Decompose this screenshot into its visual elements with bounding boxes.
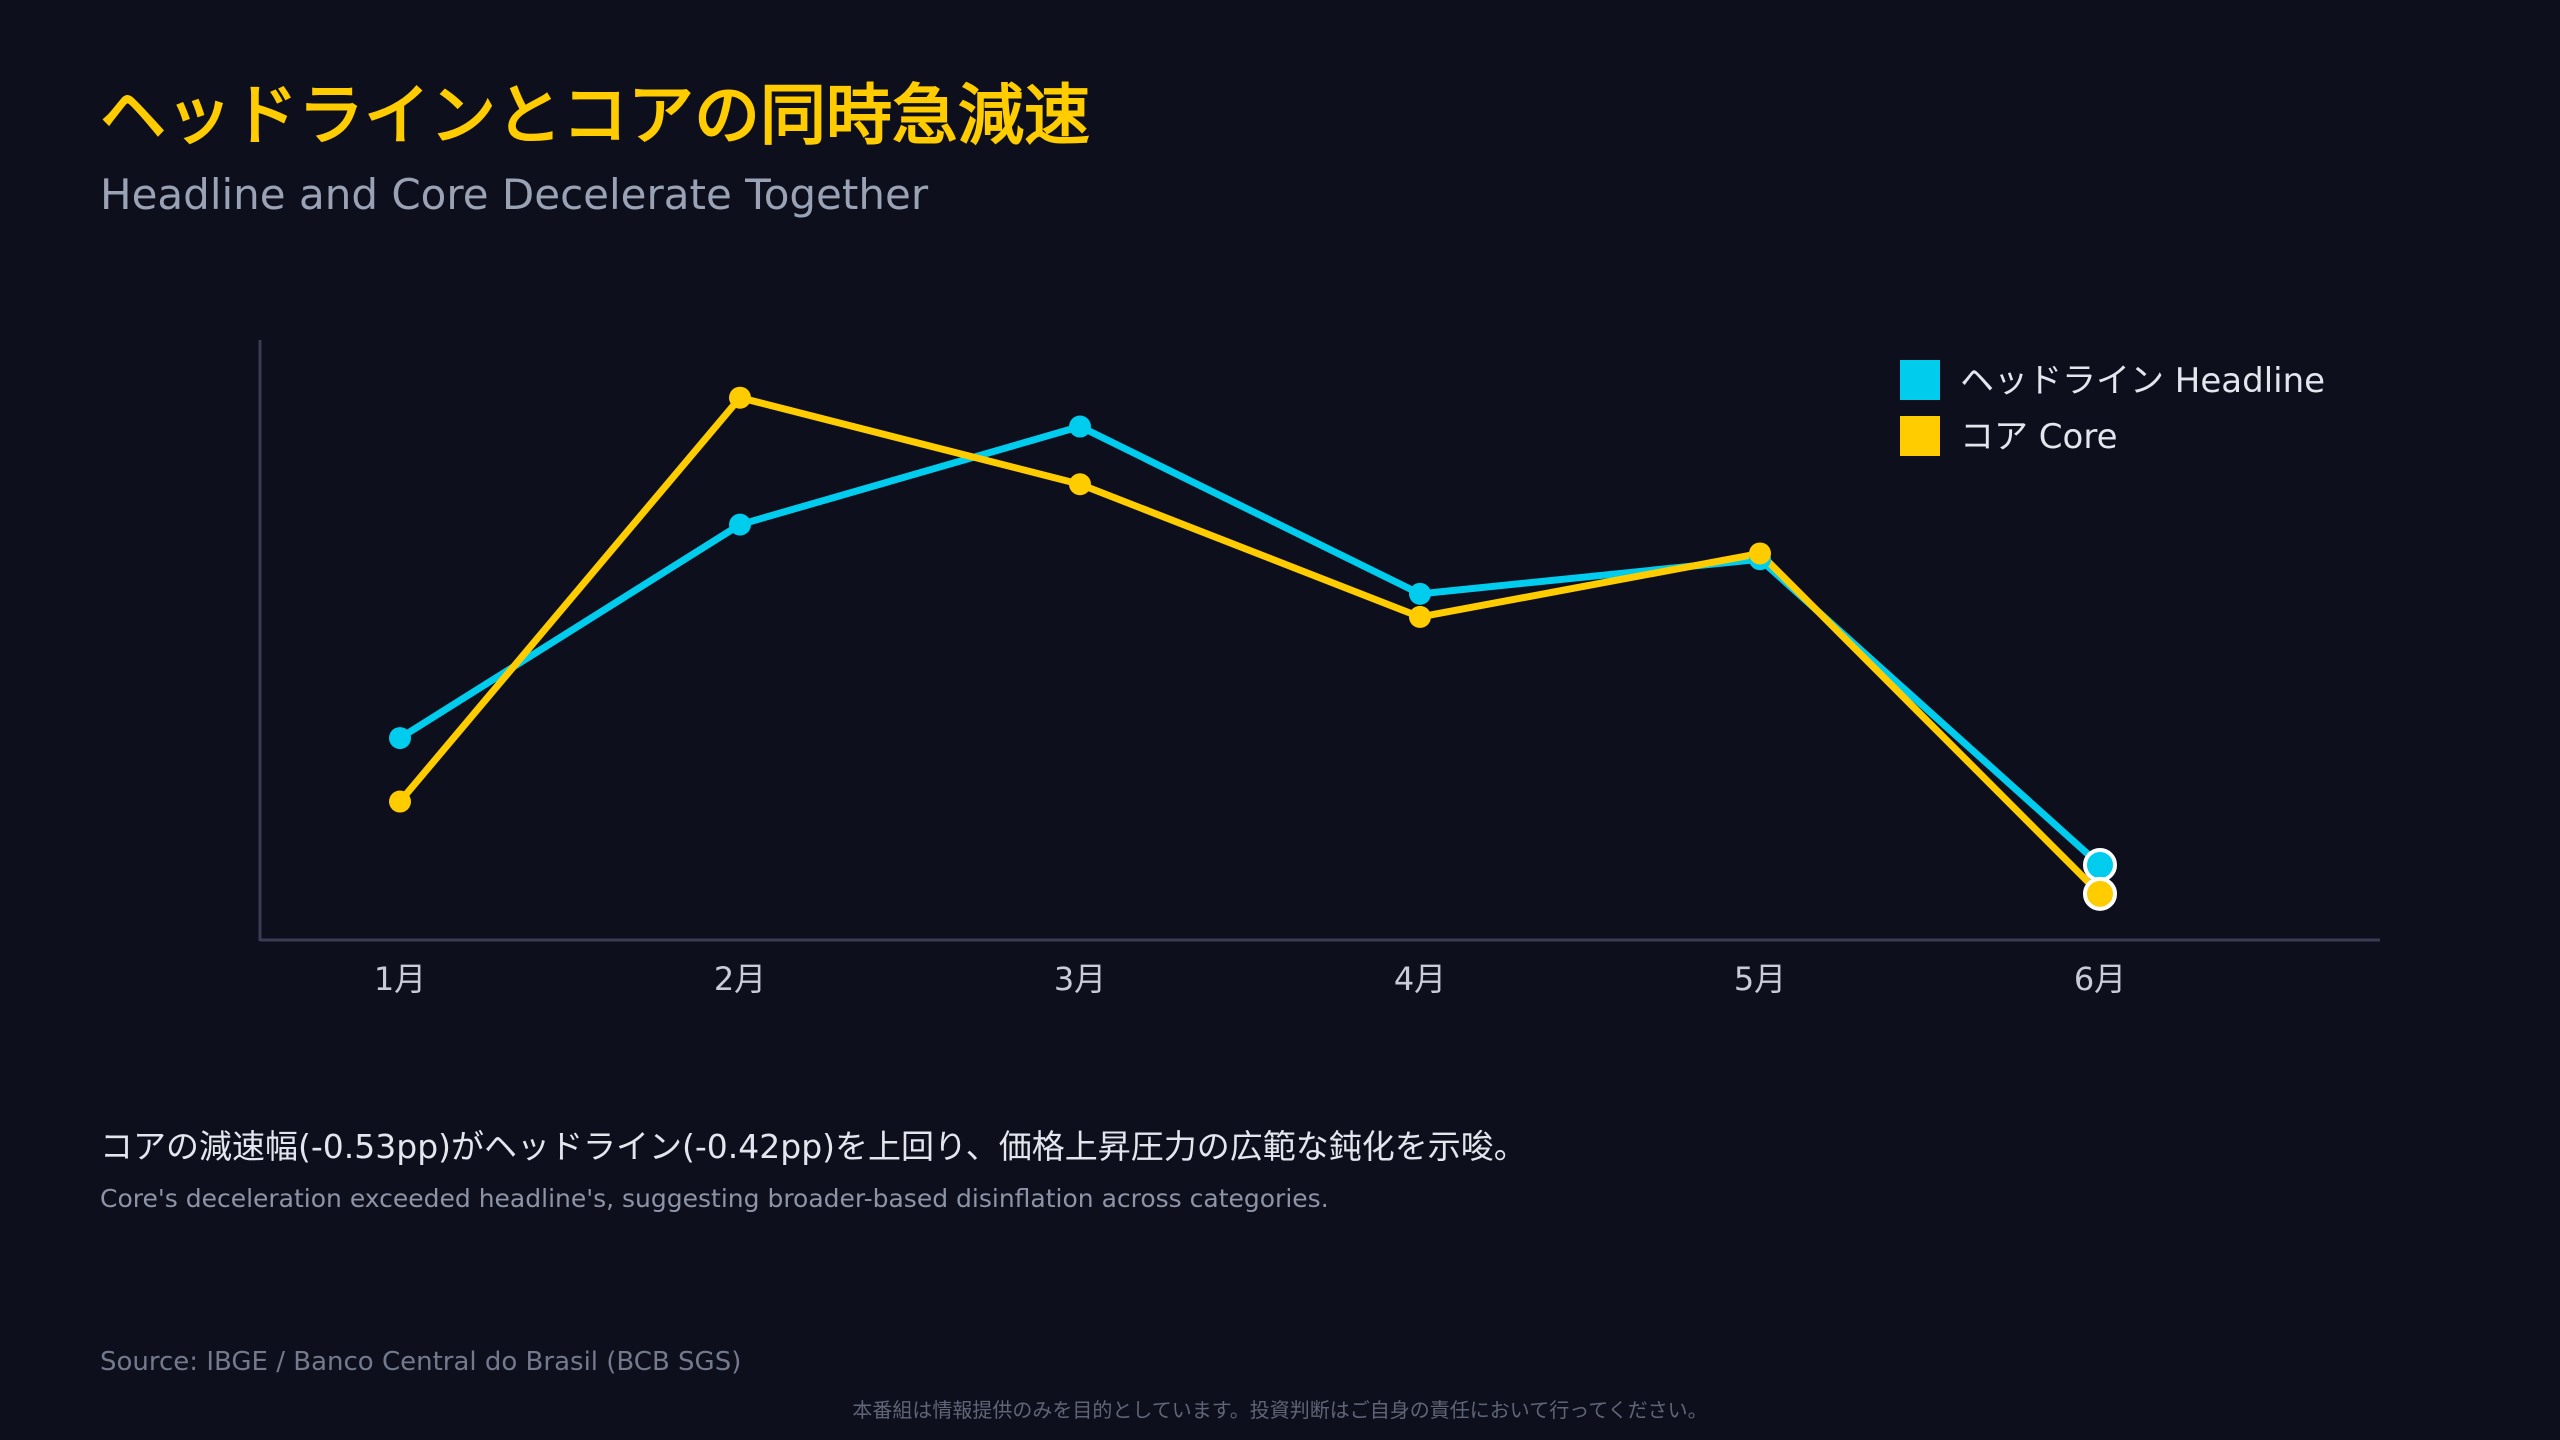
page-subtitle: Headline and Core Decelerate Together (100, 170, 929, 219)
data-point-core (389, 790, 411, 813)
x-tick-label: 3月 (1054, 960, 1106, 998)
chart-series (389, 386, 2117, 911)
x-tick-label: 6月 (2074, 960, 2126, 998)
insight-note-jp: コアの減速幅(-0.53pp)がヘッドライン(-0.42pp)を上回り、価格上昇… (100, 1127, 1527, 1166)
data-point-headline (389, 727, 411, 750)
series-line-core (396, 394, 2104, 898)
source-citation: Source: IBGE / Banco Central do Brasil (… (100, 1347, 742, 1377)
disclaimer: 本番組は情報提供のみを目的としています。投資判断はご自身の責任において行ってくだ… (852, 1398, 1708, 1422)
x-axis-ticks: 1月 2月 3月 4月 5月 6月 (374, 960, 2126, 998)
series-line-headline (396, 423, 2104, 869)
data-point-headline (2083, 848, 2117, 882)
chart-axes (258, 340, 2380, 942)
data-point-core (729, 386, 751, 409)
x-tick-label: 5月 (1734, 960, 1786, 998)
legend-label: ヘッドライン Headline (1960, 361, 2325, 401)
insight-note-en: Core's deceleration exceeded headline's,… (100, 1184, 1329, 1213)
x-tick-label: 1月 (374, 960, 426, 998)
chart-legend: ヘッドライン Headline コア Core (1900, 360, 2325, 457)
legend-label: コア Core (1960, 417, 2118, 457)
x-tick-label: 4月 (1394, 960, 1446, 998)
x-tick-label: 2月 (714, 960, 766, 998)
data-point-headline (1069, 415, 1091, 438)
data-point-headline (729, 513, 751, 536)
data-point-core (2083, 876, 2117, 911)
data-point-headline (1409, 582, 1431, 605)
data-point-core (1069, 473, 1091, 496)
data-point-core (1409, 605, 1431, 628)
data-point-core (1749, 542, 1771, 565)
legend-swatch (1900, 360, 1940, 400)
legend-swatch (1900, 416, 1940, 456)
page-title: ヘッドラインとコアの同時急減速 (100, 77, 1090, 154)
